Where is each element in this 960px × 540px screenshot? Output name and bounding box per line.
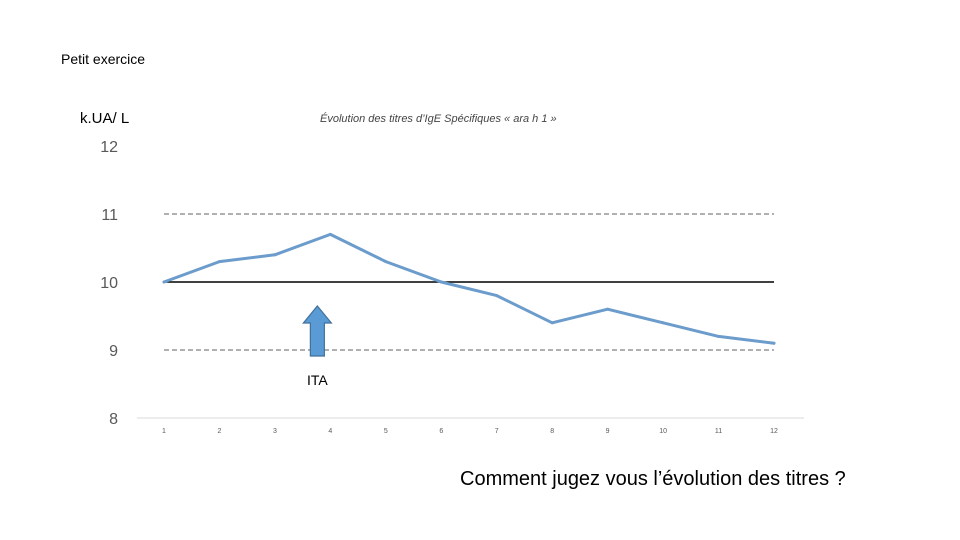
up-arrow-icon xyxy=(302,305,333,357)
x-tick-label: 7 xyxy=(495,428,499,435)
data-point xyxy=(606,307,610,311)
x-tick-label: 11 xyxy=(715,428,722,435)
chart-title: Évolution des titres d’IgE Spécifiques «… xyxy=(320,113,557,125)
y-axis-label: k.UA/ L xyxy=(80,110,130,127)
series-line xyxy=(162,232,776,345)
y-tick-label: 8 xyxy=(109,411,118,428)
x-tick-label: 2 xyxy=(218,428,222,435)
data-point xyxy=(162,280,166,284)
y-tick-label: 11 xyxy=(101,207,118,224)
slide-heading: Petit exercice xyxy=(61,51,146,67)
x-tick-label: 8 xyxy=(550,428,554,435)
x-tick-label: 5 xyxy=(384,428,388,435)
x-tick-label: 4 xyxy=(328,428,332,435)
x-tick-label: 1 xyxy=(162,428,166,435)
data-point xyxy=(717,334,721,338)
x-tick-label: 10 xyxy=(659,428,667,435)
x-tick-label: 6 xyxy=(439,428,443,435)
data-point xyxy=(328,232,332,236)
data-point xyxy=(661,321,665,325)
y-tick-label: 12 xyxy=(100,139,118,156)
data-point xyxy=(217,260,221,264)
x-tick-label: 12 xyxy=(770,428,778,435)
data-point xyxy=(495,294,499,298)
data-point xyxy=(772,341,776,345)
data-point xyxy=(384,260,388,264)
annotation-label: ITA xyxy=(307,372,328,388)
data-point xyxy=(439,280,443,284)
question-text: Comment jugez vous l’évolution des titre… xyxy=(460,468,846,490)
x-tick-label: 3 xyxy=(273,428,277,435)
data-point xyxy=(273,253,277,257)
data-point xyxy=(550,321,554,325)
y-tick-label: 10 xyxy=(100,275,118,292)
y-tick-label: 9 xyxy=(109,343,118,360)
x-tick-label: 9 xyxy=(606,428,610,435)
